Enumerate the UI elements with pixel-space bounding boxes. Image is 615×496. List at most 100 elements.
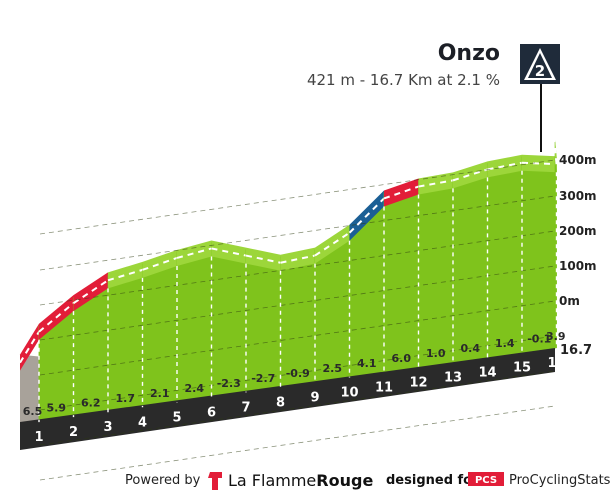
band-centre-line [245, 254, 281, 264]
gradient-band [487, 154, 522, 178]
powered-by-text: Powered by [125, 473, 201, 488]
y-tick-label: 100m [559, 259, 597, 273]
gradient-label: 4.1 [357, 357, 377, 370]
band-centre-line [38, 302, 75, 333]
band-centre-line [314, 231, 351, 257]
y-tick-label: 400m [559, 153, 597, 167]
band-centre-line [348, 197, 385, 234]
y-tick-label: 300m [559, 189, 597, 203]
gradient-label: 6.5 [23, 405, 43, 418]
gradient-label: 0.4 [461, 342, 481, 355]
altitude-grid-line [39, 265, 556, 341]
gradient-label: -0.1 [527, 332, 551, 345]
gradient-band [73, 272, 108, 312]
band-centre-line [280, 254, 316, 264]
km-marker-label: 13 [444, 371, 462, 386]
gradient-label: -2.7 [251, 372, 275, 385]
km-marker-label: 16 [547, 356, 565, 371]
altitude-grid-line [39, 405, 556, 481]
gradient-band [522, 154, 557, 173]
km-marker-label: 4 [138, 415, 147, 430]
km-marker-label: 11 [375, 381, 393, 396]
profile-layer [19, 140, 558, 450]
gradient-label: 2.4 [185, 382, 205, 395]
climb-category-badge: 2 [520, 44, 560, 152]
flamme-rouge-logo-icon [208, 472, 222, 490]
gradient-label: 1.7 [116, 392, 136, 405]
procyclingstats-text: ProCyclingStats [509, 473, 611, 488]
gradient-label: 6.0 [392, 352, 412, 365]
profile-segment [521, 156, 557, 354]
gradient-band [280, 247, 315, 271]
band-centre-line [521, 161, 557, 166]
gradient-label: 5.9 [47, 402, 67, 415]
km-marker-label: 6 [207, 405, 216, 420]
gradient-label: 2.5 [323, 362, 343, 375]
gradient-band [246, 247, 281, 271]
profile-base-strip [20, 348, 555, 450]
designed-for-text: designed for [386, 473, 479, 488]
footer: Powered by La FlammeRouge designed for P… [125, 471, 611, 490]
km-marker-label: 12 [409, 376, 427, 391]
gradient-label: -2.3 [217, 377, 241, 390]
climb-category-value: 2 [535, 62, 545, 80]
km-marker-label: 15 [513, 361, 531, 376]
gradient-band [315, 224, 350, 264]
pcs-logo-icon: PCS [468, 472, 504, 486]
km-marker-label: 7 [241, 400, 250, 415]
distance-label: 16.7 [560, 343, 592, 358]
y-tick-label: 0m [559, 294, 580, 308]
band-centre-line [418, 179, 454, 188]
km-marker-label: 14 [478, 366, 496, 381]
gradient-band [384, 178, 419, 207]
km-marker-label: 8 [276, 395, 285, 410]
km-marker-label: 5 [172, 410, 181, 425]
gradient-band [211, 240, 246, 264]
gradient-label: 3.9 [546, 330, 566, 343]
band-centre-line [211, 247, 247, 257]
band-centre-line [176, 247, 212, 259]
altitude-grid-line [39, 370, 556, 446]
profile-segment [418, 174, 454, 368]
svg-text:PCS: PCS [475, 475, 497, 486]
km-marker-label: 2 [69, 425, 78, 440]
km-marker-label: 10 [340, 386, 358, 401]
gradient-band [20, 323, 39, 371]
altitude-grid-line [39, 159, 556, 235]
chart-title: Onzo [438, 41, 500, 66]
grid-layer [38, 159, 558, 481]
gradient-label: 1.0 [426, 347, 446, 360]
profile-segment [211, 242, 247, 398]
band-centre-line [554, 147, 558, 165]
gradient-label: 1.4 [495, 337, 515, 350]
gradient-band [418, 172, 453, 195]
gradient-band [142, 249, 177, 278]
gradient-band [108, 261, 143, 289]
label-layer: 6.5 5.9 6.2 1.7 2.1 2.4 -2.3 -2.7 -0.9 2.5 4.1 6.0 1… [23, 330, 566, 445]
profile-segment [487, 156, 523, 359]
gradient-label: -0.9 [286, 367, 310, 380]
altitude-grid-line [39, 230, 556, 306]
profile-segment [383, 180, 419, 373]
km-marker-label: 1 [34, 430, 43, 445]
band-centre-line [72, 279, 109, 305]
altitude-grid-line [39, 335, 556, 411]
altitude-grid-line [39, 300, 556, 376]
band-centre-line [487, 161, 523, 171]
chart-subtitle: 421 m - 16.7 Km at 2.1 % [307, 71, 500, 89]
km-marker-label: 9 [310, 390, 319, 405]
profile-side-face [20, 354, 40, 422]
profile-segment [452, 163, 488, 364]
profile-segment [176, 242, 212, 403]
svg-text:La FlammeRouge: La FlammeRouge [228, 471, 373, 490]
y-axis: 400m 300m 200m 100m 0m 16.7 [559, 153, 597, 358]
brand-name-part: La Flamme [228, 471, 316, 490]
altitude-grid-line [39, 195, 556, 271]
gradient-label: 6.2 [81, 397, 101, 410]
brand-name-part: Rouge [316, 471, 373, 490]
km-marker-label: 3 [103, 420, 112, 435]
gradient-band [453, 161, 488, 189]
y-tick-label: 200m [559, 224, 597, 238]
gradient-label: 2.1 [150, 387, 170, 400]
